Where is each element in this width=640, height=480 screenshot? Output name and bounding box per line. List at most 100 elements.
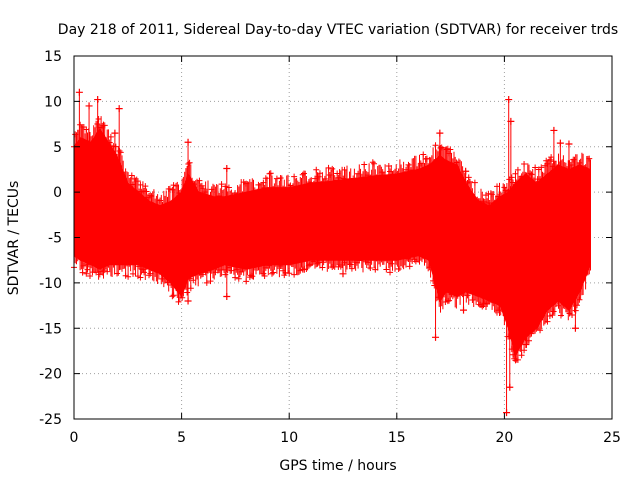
data-point (270, 269, 277, 276)
data-point (218, 181, 225, 188)
data-point (184, 289, 191, 296)
data-point (521, 347, 528, 354)
data-point (464, 292, 471, 299)
data-point (514, 166, 521, 173)
outlier-point (94, 96, 102, 104)
data-point (466, 178, 473, 185)
outlier-point (505, 96, 513, 104)
data-point (508, 174, 515, 181)
data-point (261, 273, 268, 280)
data-point (207, 278, 214, 285)
data-point (549, 312, 556, 319)
data-point (128, 172, 135, 179)
data-point (489, 191, 496, 198)
data-point (405, 161, 412, 168)
data-point (348, 265, 355, 272)
data-point (528, 330, 535, 337)
data-point (387, 269, 394, 276)
data-point (521, 160, 528, 167)
outlier-point (223, 165, 231, 173)
data-point (315, 173, 322, 180)
outlier-point (139, 265, 147, 273)
data-point (548, 154, 555, 161)
axis-ticks (73, 55, 613, 420)
y-tick-label: 15 (44, 49, 62, 65)
data-point (83, 126, 90, 133)
outlier-point (115, 105, 123, 113)
data-point (249, 273, 256, 280)
data-point (432, 142, 439, 149)
data-point (203, 279, 210, 286)
data-point (143, 188, 150, 195)
data-point (179, 294, 186, 301)
data-point (273, 175, 280, 182)
data-point (325, 164, 332, 171)
data-point (235, 275, 242, 282)
outlier-point (506, 383, 514, 391)
outlier-point (565, 140, 573, 148)
data-point (187, 285, 194, 292)
outlier-point (460, 306, 468, 314)
data-point (465, 174, 472, 181)
x-tick-label: 0 (70, 430, 79, 446)
outlier-point (184, 138, 192, 146)
data-point (319, 264, 326, 271)
data-point (537, 327, 544, 334)
outlier-point (503, 409, 511, 417)
data-point (544, 318, 551, 325)
data-point (79, 269, 86, 276)
data-point (395, 265, 402, 272)
data-point (175, 298, 182, 305)
data-point (347, 261, 354, 268)
data-point (232, 190, 239, 197)
outlier-point (432, 333, 440, 341)
data-point (518, 352, 525, 359)
data-point (471, 179, 478, 186)
data-point (586, 155, 593, 162)
data-point (484, 300, 491, 307)
y-tick-label: 10 (44, 94, 62, 110)
data-point (550, 308, 557, 315)
y-tick-label: 5 (53, 140, 62, 156)
data-point (371, 160, 378, 167)
data-point (557, 312, 564, 319)
y-axis-label: SDTVAR / TECUs (6, 181, 22, 296)
outlier-point (184, 297, 192, 305)
data-point (232, 274, 239, 281)
data-point (367, 264, 374, 271)
y-tick-label: -25 (39, 412, 62, 428)
outlier-point (507, 117, 515, 125)
data-point (95, 116, 102, 123)
x-tick-label: 15 (388, 430, 406, 446)
data-point (137, 274, 144, 281)
y-tick-label: -5 (48, 231, 62, 247)
outlier-point (571, 324, 579, 332)
data-point (361, 161, 368, 168)
data-point (532, 164, 539, 171)
data-point (576, 296, 583, 303)
data-point (277, 174, 284, 181)
data-point (479, 303, 486, 310)
data-point (125, 273, 132, 280)
data-point (300, 170, 307, 177)
data-point (446, 297, 453, 304)
data-point (447, 146, 454, 153)
outlier-point (436, 129, 444, 137)
data-point (77, 121, 84, 128)
data-point (546, 156, 553, 163)
outlier-point (556, 139, 564, 147)
data-point (262, 175, 269, 182)
data-point (305, 262, 312, 269)
y-tick-label: 0 (53, 185, 62, 201)
data-point (291, 173, 298, 180)
tick-labels: 0 5 10 15 20 25 -25 -20 -15 -10 -5 0 5 10 15 (39, 49, 621, 446)
data-point (320, 259, 327, 266)
data-point (291, 271, 298, 278)
y-tick-label: -20 (39, 367, 62, 383)
data-point (101, 122, 108, 129)
data-point (243, 278, 250, 285)
outlier-point (339, 270, 347, 278)
data-point (196, 177, 203, 184)
data-point (329, 165, 336, 172)
outlier-point (522, 341, 530, 349)
